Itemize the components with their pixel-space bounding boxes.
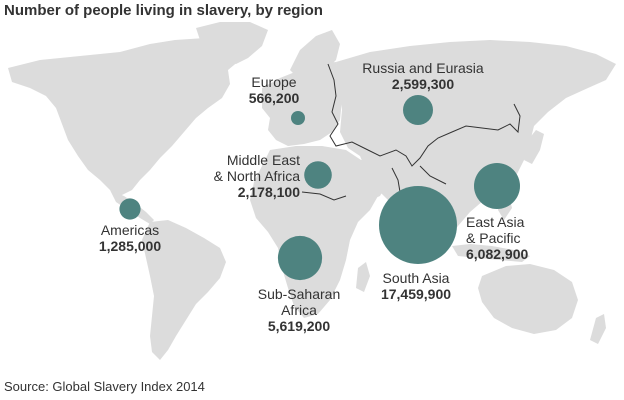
region-name: Africa: [281, 302, 317, 318]
indonesia-shape: [452, 244, 530, 262]
label-europe: Europe 566,200: [242, 74, 306, 106]
region-value: 1,285,000: [98, 238, 162, 254]
map-title: Number of people living in slavery, by r…: [4, 2, 323, 19]
russia-eurasia-border: [327, 63, 521, 167]
label-americas: Americas 1,285,000: [88, 222, 172, 254]
region-value: 566,200: [248, 90, 300, 106]
bubble-eastasia: [474, 163, 520, 209]
region-value: 2,178,100: [237, 184, 300, 200]
arabia-shape: [344, 158, 388, 202]
japan-shape: [524, 130, 544, 164]
madagascar-shape: [356, 262, 370, 292]
label-sub-saharan-africa: Sub-Saharan Africa 5,619,200: [252, 286, 346, 334]
region-value: 17,459,900: [380, 286, 452, 302]
region-borders: [301, 63, 521, 201]
east-asia-border: [419, 165, 447, 185]
region-name: South Asia: [382, 270, 450, 286]
label-east-asia-pacific: East Asia & Pacific 6,082,900: [466, 214, 546, 262]
south-asia-border: [391, 167, 401, 193]
region-name: & North Africa: [213, 168, 300, 184]
region-name: East Asia: [466, 214, 525, 230]
south-america-shape: [142, 220, 226, 360]
mena-border: [301, 191, 347, 201]
label-middle-east-north-africa: Middle East & North Africa 2,178,100: [196, 152, 300, 200]
new-zealand-shape: [590, 314, 606, 344]
region-bubbles: [119, 95, 520, 281]
region-name: Americas: [100, 222, 160, 238]
bubble-mena: [304, 161, 332, 189]
region-name: Sub-Saharan: [257, 286, 341, 302]
bubble-southasia: [379, 186, 457, 264]
region-name: Russia and Eurasia: [362, 60, 484, 76]
label-russia-eurasia: Russia and Eurasia 2,599,300: [350, 60, 496, 92]
greenland-shape: [196, 22, 268, 64]
bubble-europe: [291, 111, 305, 125]
label-south-asia: South Asia 17,459,900: [370, 270, 462, 302]
region-name: Middle East: [226, 152, 300, 168]
europe-shape: [262, 62, 342, 146]
region-value: 5,619,200: [267, 318, 331, 334]
australia-shape: [478, 264, 578, 334]
north-america-shape: [8, 38, 248, 196]
africa-shape: [250, 146, 378, 318]
bubble-ssa: [277, 235, 323, 281]
scandinavia-shape: [290, 30, 340, 80]
bubble-americas: [119, 198, 141, 220]
region-name: & Pacific: [466, 230, 521, 246]
region-name: Europe: [251, 74, 297, 90]
region-value: 2,599,300: [391, 76, 455, 92]
bubble-russia: [403, 95, 433, 125]
source-note: Source: Global Slavery Index 2014: [4, 379, 205, 394]
region-value: 6,082,900: [466, 246, 529, 262]
